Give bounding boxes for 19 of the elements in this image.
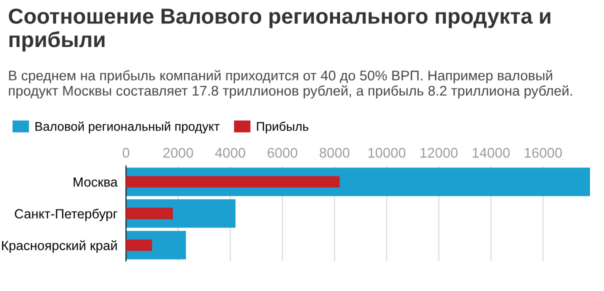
x-tick-label: 0 bbox=[122, 148, 130, 158]
x-tick-label: 10000 bbox=[368, 148, 406, 158]
x-tick-label: 12000 bbox=[420, 148, 458, 158]
x-tick-label: 6000 bbox=[268, 148, 298, 158]
y-tick-label: Москва bbox=[74, 178, 118, 187]
bar bbox=[126, 176, 340, 188]
x-tick-label: 8000 bbox=[320, 148, 350, 158]
legend-label: Валовой региональный продукт bbox=[36, 121, 220, 134]
bar bbox=[126, 208, 173, 220]
chart-subtitle: В среднем на прибыль компаний приходится от 40 до 50% ВРП. Например валовый продукт Москвы составляет 17.8 триллионов рублей, а прибыль 8.2 триллиона рублей. bbox=[8, 70, 572, 98]
y-tick-label: Красноярский край bbox=[2, 240, 117, 253]
y-tick-label: Санкт-Петербург bbox=[14, 208, 118, 222]
x-tick-label: 16000 bbox=[524, 148, 562, 158]
chart-title: Соотношение Валового регионального продукта и прибыли bbox=[8, 8, 550, 52]
x-tick-label: 14000 bbox=[472, 148, 510, 158]
x-tick-label: 4000 bbox=[215, 148, 246, 158]
x-tick-label: 2000 bbox=[163, 148, 194, 158]
bar bbox=[126, 239, 152, 251]
legend-label: Прибыль bbox=[257, 122, 308, 134]
